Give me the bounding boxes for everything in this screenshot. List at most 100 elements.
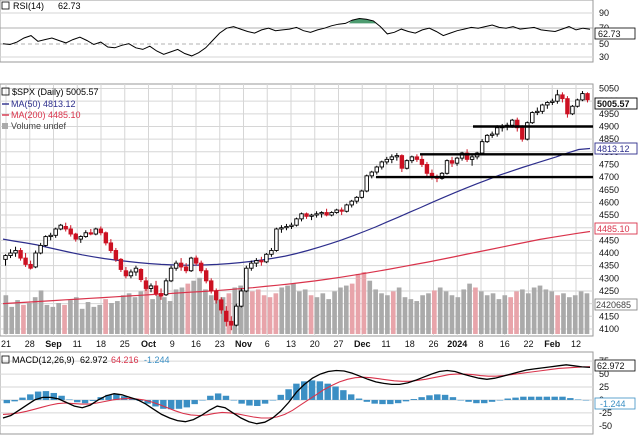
- date-label: 11: [381, 339, 390, 349]
- volume-bar: [385, 295, 390, 334]
- macd-hist-bar: [301, 381, 308, 400]
- candle-body: [279, 227, 284, 230]
- volume-bar: [226, 293, 232, 334]
- macd-hist-bar: [535, 396, 543, 400]
- macd-frame: [0, 351, 594, 435]
- candle-body: [63, 225, 68, 230]
- candle-body: [209, 280, 214, 292]
- volume-bar: [567, 297, 572, 334]
- candle-body: [153, 285, 159, 294]
- macd-hist-bar: [89, 399, 97, 401]
- volume-bar: [484, 295, 490, 334]
- candle-body: [384, 158, 390, 163]
- ma200-line-layer: [2, 230, 591, 305]
- candle-body: [98, 228, 104, 234]
- rsi-frame: [0, 0, 594, 63]
- price-tick-4650: 4650: [599, 185, 619, 195]
- macd-signal-legend-value: 64.216: [111, 355, 139, 365]
- macd-tick--50: -50: [599, 421, 612, 431]
- candle-body: [419, 158, 425, 165]
- volume-bar: [379, 293, 384, 334]
- volume-bar: [79, 308, 85, 334]
- date-label: 16: [500, 339, 510, 349]
- volume-bar: [297, 291, 302, 334]
- volume-bar: [179, 287, 185, 334]
- volume-bar: [531, 287, 537, 334]
- volume-bar: [396, 287, 402, 334]
- volume-bar: [214, 300, 220, 334]
- volume-bar: [250, 291, 255, 334]
- macd-hist-bar: [441, 394, 449, 400]
- rsi-legend-label: RSI(14): [13, 1, 44, 11]
- macd-hist-bar: [191, 399, 198, 405]
- date-label: 21: [1, 339, 11, 349]
- date-label: 22: [523, 339, 533, 349]
- volume-bar: [144, 285, 150, 334]
- macd-hist-bar: [347, 394, 355, 400]
- volume-bar: [502, 295, 508, 334]
- candle-body: [203, 270, 209, 282]
- price-tick-4450: 4450: [599, 235, 619, 245]
- price-tick-4700: 4700: [599, 172, 619, 182]
- candle-body: [469, 156, 475, 160]
- candle-body: [178, 262, 184, 268]
- volume-bar: [73, 297, 79, 334]
- volume-bar: [32, 297, 38, 334]
- macd-hist-bar: [559, 396, 566, 400]
- date-label: 25: [120, 339, 130, 349]
- volume-bar: [9, 306, 15, 334]
- candle-body: [424, 163, 430, 174]
- candle-body: [249, 262, 254, 269]
- macd-hist-bar: [332, 386, 339, 400]
- volume-bar: [132, 297, 138, 334]
- candle-body: [329, 212, 334, 216]
- macd-hist-bar: [324, 383, 331, 400]
- candle-body: [535, 110, 540, 114]
- volume-bar: [85, 302, 91, 334]
- macd-hist-bar: [402, 399, 410, 402]
- candle-body: [88, 232, 94, 235]
- volume-bar: [326, 299, 332, 334]
- volume-bar: [514, 291, 519, 334]
- support-lines: [376, 125, 593, 179]
- macd-hist-bar: [128, 399, 136, 400]
- candle-body: [229, 320, 234, 326]
- macd-hist-bar: [50, 392, 57, 400]
- macd-hist-bar: [363, 399, 371, 402]
- price-tick-4600: 4600: [599, 197, 619, 207]
- ma50-line: [2, 147, 591, 266]
- date-label: 18: [405, 339, 415, 349]
- volume-bar: [467, 283, 472, 334]
- volume-bar: [473, 287, 478, 334]
- macd-hist-legend-value: -1.244: [144, 355, 170, 365]
- candle-body: [224, 310, 229, 322]
- price-panel: 4100415042004250430043504400445045004550…: [0, 83, 638, 337]
- candle-body: [8, 252, 13, 257]
- candle-body: [464, 152, 470, 160]
- macd-hist-bar: [285, 389, 292, 400]
- volume-bar: [308, 295, 314, 334]
- macd-hist-bar: [269, 399, 277, 401]
- macd-hist-bar: [449, 397, 457, 400]
- candle-body: [173, 262, 179, 269]
- volume-bar: [478, 291, 484, 334]
- date-label: Feb: [544, 339, 561, 349]
- rsi-legend-value: 62.73: [58, 1, 81, 11]
- candle-body: [219, 299, 224, 311]
- candle-body: [33, 252, 38, 268]
- price-tick-4750: 4750: [599, 159, 619, 169]
- volume-bar: [285, 285, 290, 334]
- macd-tag-text: 62.972: [597, 361, 625, 371]
- legend-ma200: MA(200) 4485.10: [11, 110, 81, 120]
- volume-bar: [291, 283, 296, 334]
- macd-hist-bar: [34, 391, 42, 400]
- macd-hist-bar: [66, 399, 73, 400]
- ma50-tag-text: 4813.12: [597, 144, 630, 154]
- macd-hist-bar: [387, 399, 394, 405]
- volume-bar: [367, 280, 373, 334]
- macd-hist-bar: [520, 396, 527, 400]
- date-label: 16: [191, 339, 201, 349]
- volume-bar: [508, 297, 513, 334]
- macd-hist-bar: [551, 396, 558, 400]
- candle-body: [344, 204, 349, 212]
